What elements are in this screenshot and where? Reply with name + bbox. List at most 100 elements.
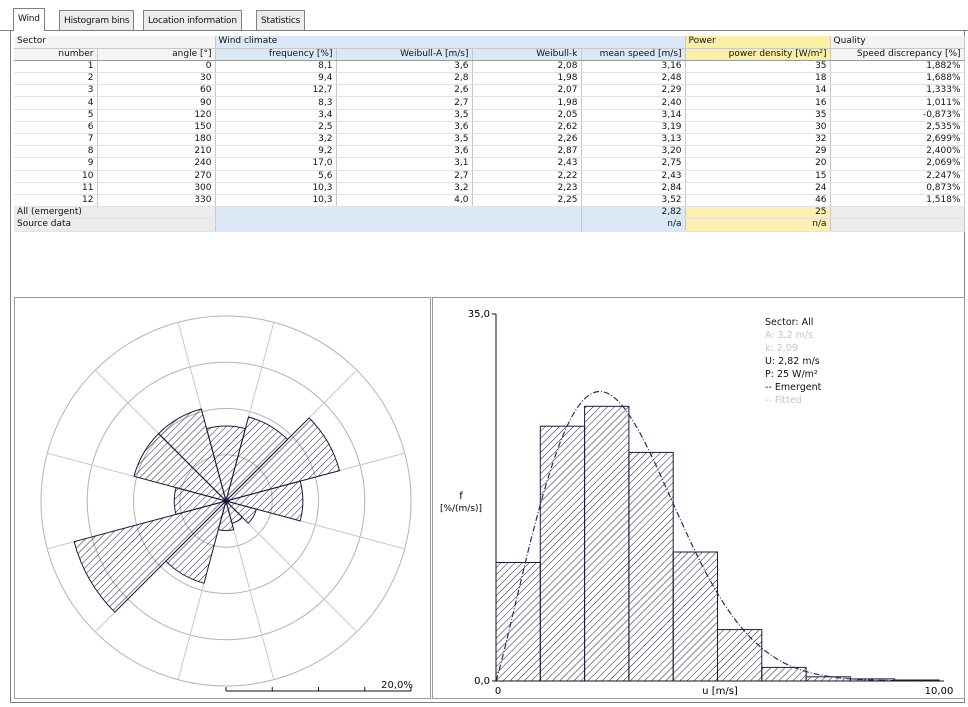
wind-climate-table: Sector Wind climate Power Quality number… [14, 36, 965, 232]
table-cell: 2,05 [472, 109, 582, 122]
table-row[interactable]: 7 180 3,2 3,5 2,26 3,13 32 2,699% [14, 133, 965, 147]
table-cell: 29 [685, 145, 831, 159]
rose-grid-spoke [225, 500, 275, 680]
x-right-label: 10,00 [925, 686, 954, 697]
group-wind-climate: Wind climate [215, 36, 686, 49]
tab-histogram-bins[interactable]: Histogram bins [59, 10, 135, 31]
col-header-speed-discrepancy[interactable]: Speed discrepancy [%] [830, 48, 965, 61]
table-cell: 2,23 [472, 182, 582, 195]
table-cell: 24 [685, 182, 831, 195]
legend-power-density: P: 25 W/m² [765, 369, 818, 380]
table-cell: 9,4 [215, 72, 337, 86]
table-row[interactable]: 3 60 12,7 2,6 2,07 2,29 14 1,333% [14, 84, 965, 98]
table-cell: 1,011% [830, 96, 965, 110]
table-cell: 2,26 [472, 133, 582, 147]
table-cell: 5,6 [215, 170, 337, 183]
table-cell: 120 [97, 109, 216, 122]
rose-sector-330 [157, 408, 227, 503]
table-cell: 3,19 [581, 121, 686, 135]
table-cell: 3,1 [336, 157, 473, 171]
table-row[interactable]: 5 120 3,4 3,5 2,05 3,14 35 -0,873% [14, 109, 965, 122]
wind-rose-panel[interactable]: 20,0% [14, 297, 431, 699]
table-cell: 14 [685, 84, 831, 98]
table-cell: 2,400% [830, 145, 965, 159]
table-cell: 2,7 [336, 170, 473, 183]
table-cell: 10,3 [215, 182, 337, 195]
col-header-angle[interactable]: angle [°] [97, 48, 216, 61]
histogram-bar [805, 676, 851, 682]
table-cell: 2,5 [215, 121, 337, 135]
table-cell: 330 [97, 194, 216, 208]
table-row[interactable]: 4 90 8,3 2,7 1,98 2,40 16 1,011% [14, 96, 965, 110]
col-header-weibull-a[interactable]: Weibull-A [m/s] [336, 48, 473, 61]
source-mean-speed: n/a [581, 218, 686, 232]
table-cell: 10,3 [215, 194, 337, 208]
table-cell: 3,5 [336, 109, 473, 122]
table-row[interactable]: 8 210 9,2 3,6 2,87 3,20 29 2,400% [14, 145, 965, 159]
table-row[interactable]: 6 150 2,5 3,6 2,62 3,19 30 2,535% [14, 121, 965, 135]
table-cell: 240 [97, 157, 216, 171]
table-cell: 7 [14, 133, 98, 147]
table-cell: 2,22 [472, 170, 582, 183]
table-cell: 9 [14, 157, 98, 171]
table-cell [830, 218, 965, 232]
table-cell: 5 [14, 109, 98, 122]
tab-underline [0, 30, 968, 31]
table-cell: 300 [97, 182, 216, 195]
table-cell: 46 [685, 194, 831, 208]
table-cell: 16 [685, 96, 831, 110]
histogram-panel[interactable]: 35,0 0,0 0 10,00 u [m/s] f [%/(m/s)] Sec… [432, 297, 965, 699]
table-cell: 2,7 [336, 96, 473, 110]
table-cell: 0 [97, 60, 216, 74]
table-cell: 2,43 [581, 170, 686, 183]
table-row[interactable]: 11 300 10,3 3,2 2,23 2,84 24 0,873% [14, 182, 965, 195]
col-header-weibull-k[interactable]: Weibull-k [472, 48, 582, 61]
source-data-label: Source data [14, 218, 216, 232]
table-cell: 1,688% [830, 72, 965, 86]
table-cell: 3,4 [215, 109, 337, 122]
col-header-number[interactable]: number [14, 48, 98, 61]
rose-sector-60 [224, 417, 341, 502]
table-row[interactable]: 10 270 5,6 2,7 2,22 2,43 15 2,247% [14, 170, 965, 183]
histogram-bar [672, 551, 718, 682]
histogram-bar [628, 451, 674, 682]
histogram-bar [539, 425, 586, 682]
y-axis-title-symbol: f [459, 491, 463, 502]
table-cell [830, 206, 965, 220]
histogram-bar [717, 629, 763, 682]
table-cell: 4,0 [336, 194, 473, 208]
table-row-source-data[interactable]: Source data n/a n/a [14, 218, 965, 232]
table-cell: 3,2 [336, 182, 473, 195]
col-header-power-density[interactable]: power density [W/m²] [685, 48, 831, 61]
table-cell: 1,333% [830, 84, 965, 98]
tab-statistics-label: Statistics [261, 16, 301, 26]
tab-statistics[interactable]: Statistics [256, 10, 306, 31]
table-cell: 180 [97, 133, 216, 147]
table-row[interactable]: 9 240 17,0 3,1 2,43 2,75 20 2,069% [14, 157, 965, 171]
table-cell: 270 [97, 170, 216, 183]
col-header-mean-speed[interactable]: mean speed [m/s] [581, 48, 686, 61]
table-cell: 2,07 [472, 84, 582, 98]
table-row[interactable]: 1 0 8,1 3,6 2,08 3,16 35 1,882% [14, 60, 965, 74]
table-cell: 2,84 [581, 182, 686, 195]
table-cell: 2,8 [336, 72, 473, 86]
table-cell: 8,1 [215, 60, 337, 74]
table-cell: 2,43 [472, 157, 582, 171]
table-cell: 30 [97, 72, 216, 86]
col-header-frequency[interactable]: frequency [%] [215, 48, 337, 61]
table-cell: 2,247% [830, 170, 965, 183]
table-row[interactable]: 2 30 9,4 2,8 1,98 2,48 18 1,688% [14, 72, 965, 86]
rose-grid-ring [40, 315, 412, 687]
table-cell [215, 206, 582, 220]
rose-scale-label: 20,0% [381, 680, 413, 691]
table-row[interactable]: 12 330 10,3 4,0 2,25 3,52 46 1,518% [14, 194, 965, 208]
tab-location-information[interactable]: Location information [143, 10, 242, 31]
table-row-all-emergent[interactable]: All (emergent) 2,82 25 [14, 206, 965, 220]
table-cell: 17,0 [215, 157, 337, 171]
tab-wind[interactable]: Wind [13, 8, 45, 31]
tab-wind-label: Wind [18, 14, 40, 24]
legend-weibull-k: k: 2,09 [765, 343, 798, 354]
table-cell: 2,48 [581, 72, 686, 86]
table-cell: 1,98 [472, 72, 582, 86]
table-cell: -0,873% [830, 109, 965, 122]
